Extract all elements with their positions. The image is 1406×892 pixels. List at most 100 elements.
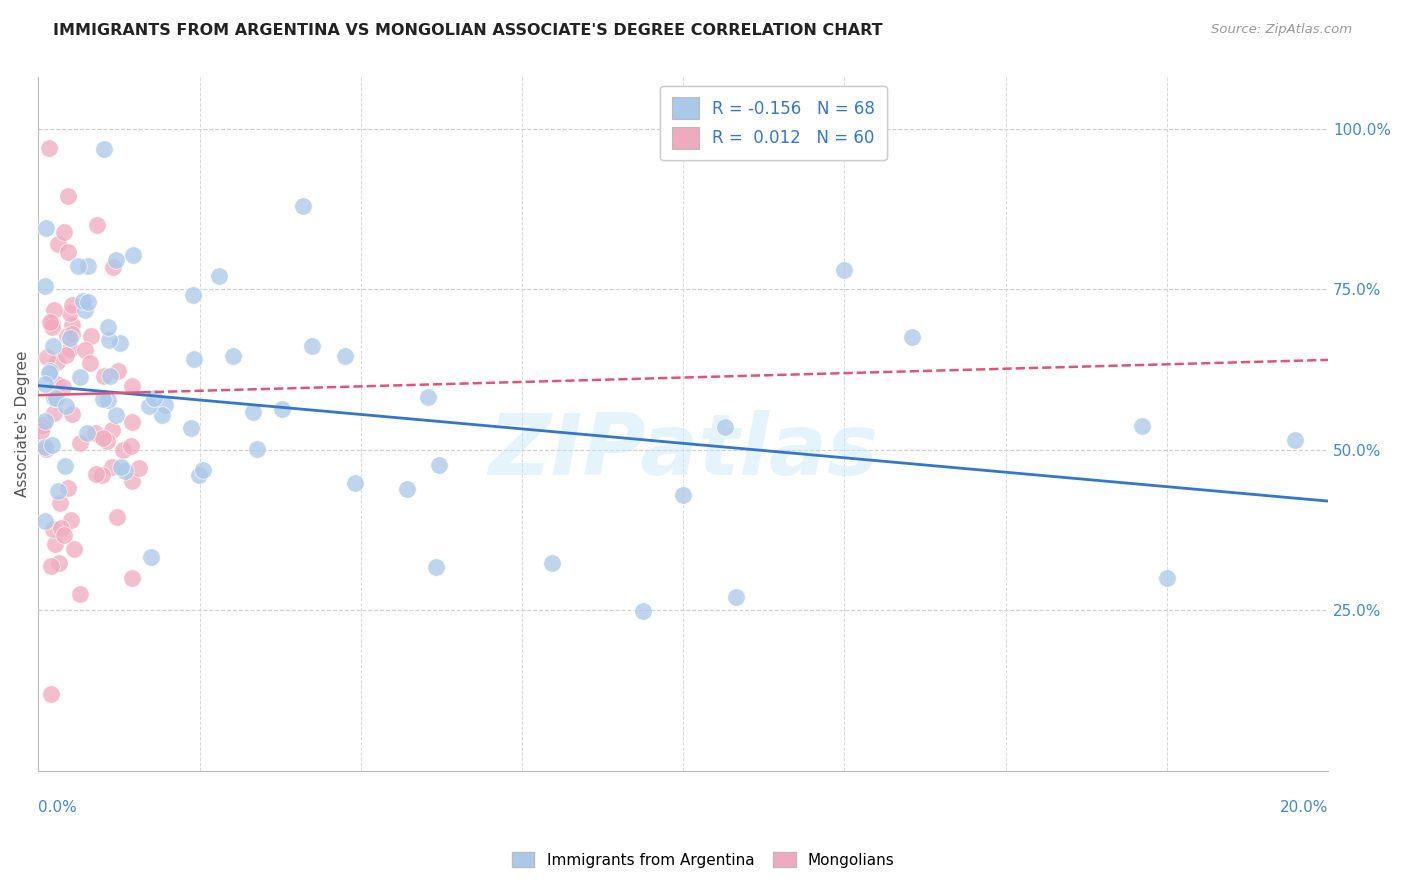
Text: Source: ZipAtlas.com: Source: ZipAtlas.com [1212,23,1353,37]
Point [58,244,80,259]
Point [271,401,294,416]
Point [35,221,58,235]
Point [143,392,166,406]
Point [69,435,91,450]
Point [108,336,131,351]
Point [46,483,69,498]
Point [45,355,67,369]
Legend: R = -0.156   N = 68, R =  0.012   N = 60: R = -0.156 N = 68, R = 0.012 N = 60 [661,86,887,161]
Point [101,423,124,437]
Point [246,442,269,456]
Point [75,303,97,318]
Point [48,556,70,570]
Point [121,415,143,429]
Point [103,260,125,275]
Point [91,431,114,445]
Point [79,329,101,343]
Point [39,558,62,573]
Point [55,399,77,413]
Point [56,481,79,495]
Point [110,459,132,474]
Point [44,392,66,406]
Point [242,404,264,418]
Point [90,468,112,483]
Point [45,392,67,406]
Point [395,483,418,497]
Point [59,342,82,356]
Point [69,587,91,601]
Point [1284,433,1306,447]
Point [42,406,65,420]
Point [34,376,56,391]
Point [72,293,94,308]
Point [120,439,142,453]
Point [631,604,654,618]
Point [121,571,143,585]
Point [34,514,56,528]
Point [41,338,63,352]
Point [83,425,105,440]
Point [41,316,63,330]
Point [60,407,83,421]
Point [75,343,97,357]
Point [52,380,75,394]
Point [60,298,83,312]
Point [60,513,83,527]
Point [59,331,82,345]
Point [55,348,77,362]
Point [41,319,63,334]
Point [343,476,366,491]
Point [193,463,215,477]
Point [96,434,118,448]
Point [100,459,122,474]
Point [416,390,439,404]
Point [46,376,69,391]
Point [39,315,62,329]
Point [91,392,114,406]
Point [38,141,60,155]
Point [208,268,231,283]
Point [97,392,120,407]
Point [222,349,245,363]
Point [104,252,127,267]
Point [34,441,56,455]
Point [93,369,115,384]
Point [301,339,323,353]
Point [183,351,205,366]
Point [672,488,695,502]
Point [425,560,447,574]
Text: 0.0%: 0.0% [38,800,77,814]
Point [150,408,173,422]
Point [79,356,101,370]
Point [121,379,143,393]
Point [49,496,72,510]
Point [46,237,69,252]
Point [107,364,129,378]
Point [427,458,450,472]
Point [86,219,108,233]
Point [1156,571,1178,585]
Point [97,333,120,347]
Point [59,305,82,319]
Point [38,366,60,380]
Point [66,259,89,273]
Point [32,418,55,433]
Point [724,591,747,605]
Point [35,442,58,457]
Point [44,537,66,551]
Point [1130,418,1153,433]
Point [76,426,98,441]
Point [53,225,76,239]
Point [60,326,83,341]
Point [56,329,79,343]
Y-axis label: Associate's Degree: Associate's Degree [15,351,30,498]
Point [30,424,52,438]
Point [335,349,357,363]
Point [901,330,924,344]
Point [93,142,115,156]
Point [69,369,91,384]
Point [714,419,737,434]
Text: ZIPatlas: ZIPatlas [488,410,879,493]
Point [97,319,120,334]
Point [52,528,75,542]
